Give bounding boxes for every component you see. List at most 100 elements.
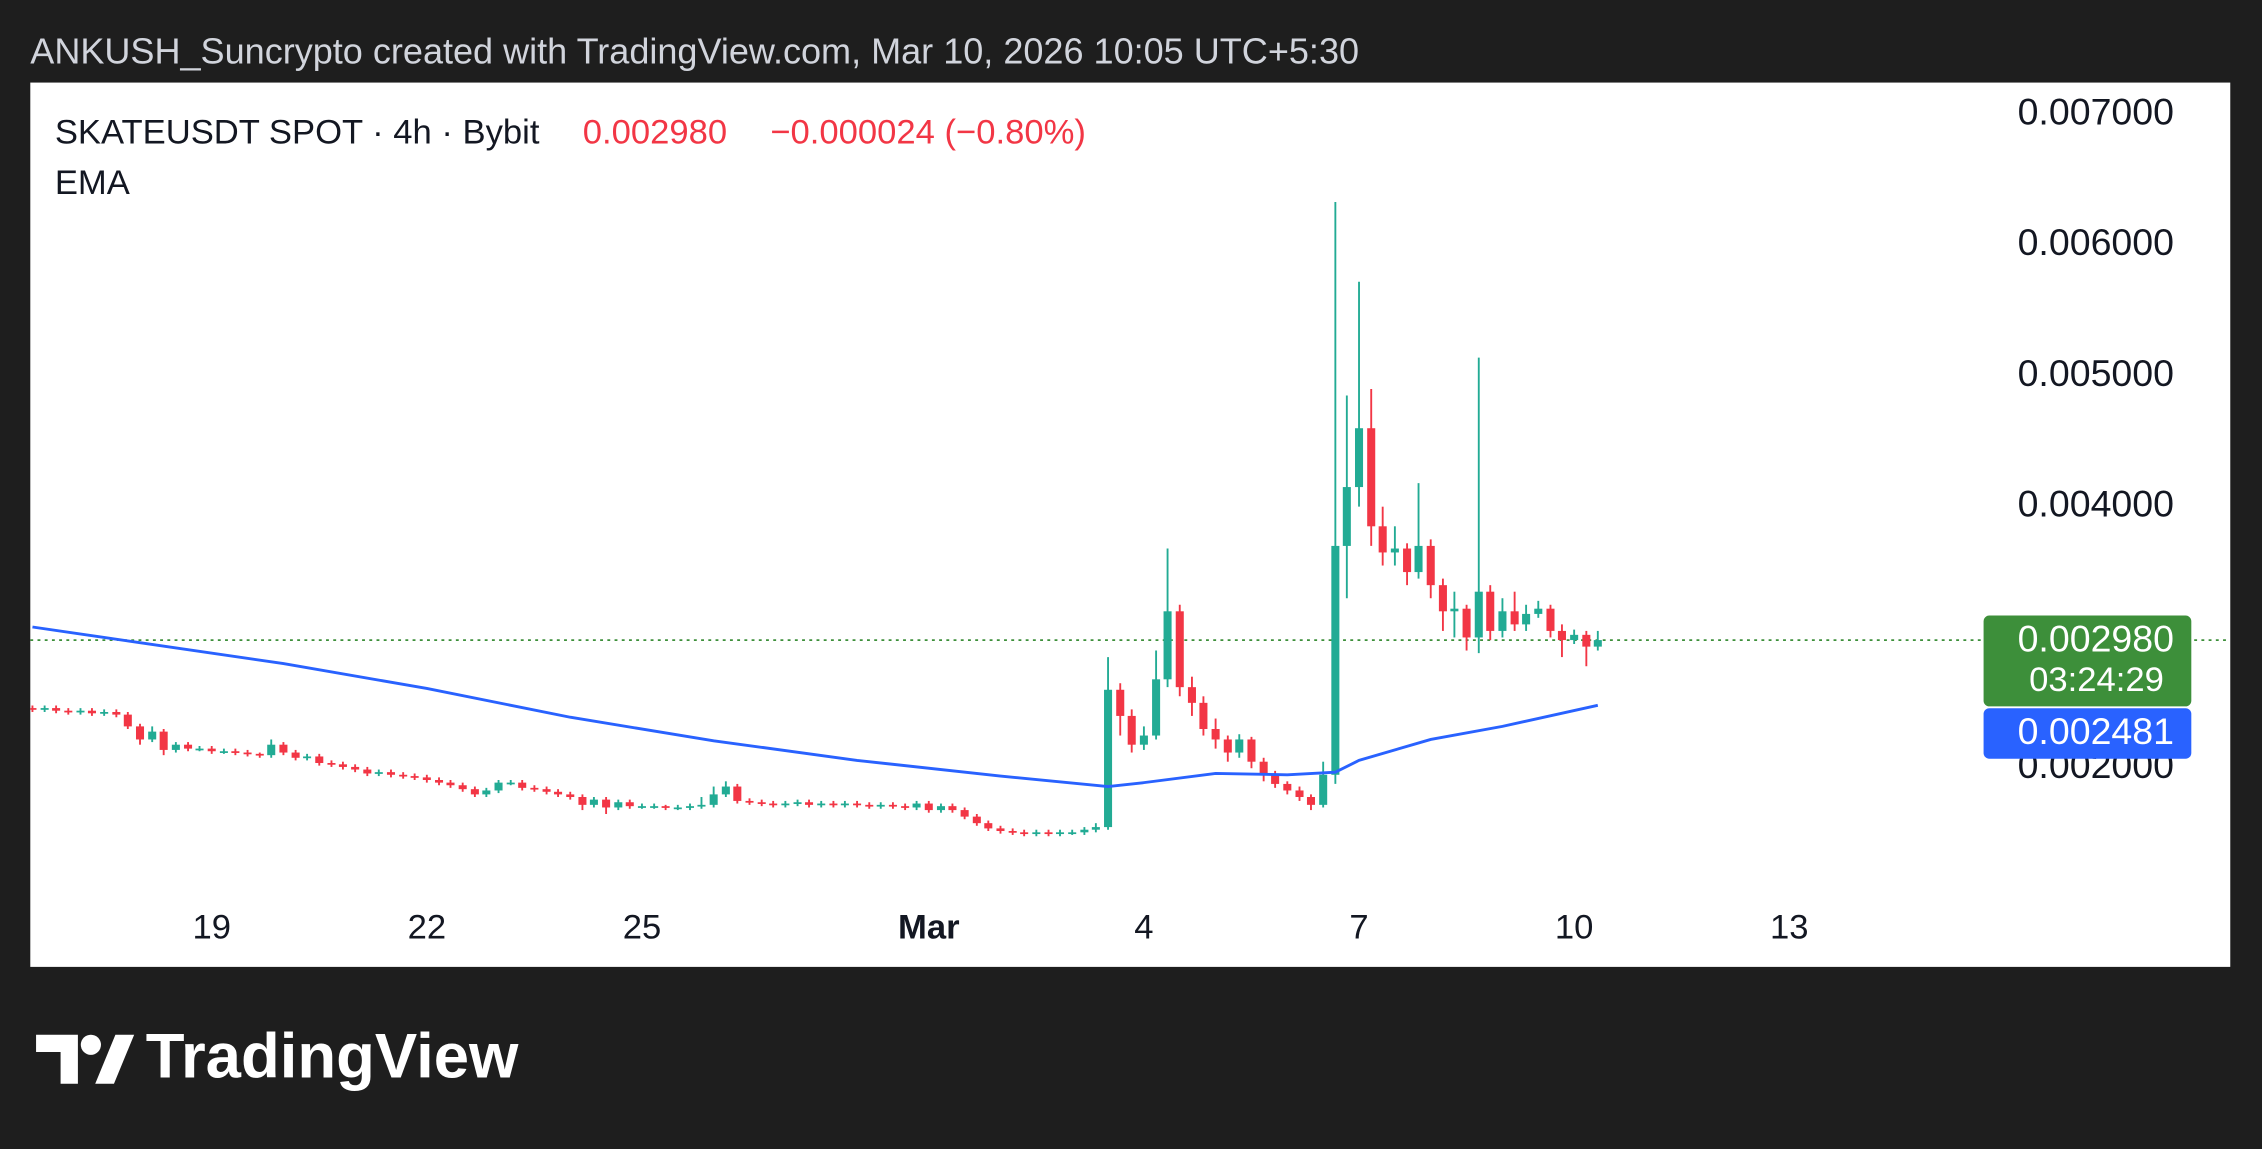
candle-body: [446, 782, 455, 786]
candle-body: [171, 744, 180, 750]
candle-body: [650, 806, 659, 808]
candle-body: [315, 756, 324, 764]
candle-body: [327, 763, 336, 765]
candle-body: [1486, 591, 1495, 631]
x-tick-label: 10: [1555, 909, 1594, 947]
ema-line: [32, 625, 1599, 788]
candle-body: [1020, 832, 1029, 835]
candle-body: [1582, 634, 1591, 647]
candle-body: [410, 776, 419, 778]
candle-body: [135, 726, 145, 740]
footer-logo: TradingView: [36, 1021, 519, 1091]
candle-body: [1534, 608, 1543, 614]
logo-icon: [36, 1034, 78, 1084]
candle-body: [255, 753, 264, 756]
candle-body: [1557, 630, 1566, 641]
legend-change: −0.000024 (−0.80%): [770, 114, 1086, 152]
candle-body: [769, 803, 778, 806]
candle-body: [1091, 827, 1100, 830]
candle-body: [829, 803, 838, 806]
x-tick-label: 19: [192, 909, 230, 947]
x-tick-label: 22: [408, 909, 447, 947]
price-label-box: [1983, 615, 2192, 707]
caption: ANKUSH_Suncrypto created with TradingVie…: [30, 30, 1359, 71]
candle-body: [1235, 739, 1244, 753]
candle-body: [1175, 611, 1184, 688]
candle-body: [518, 782, 527, 788]
candle-body: [1414, 545, 1423, 573]
candle-body: [338, 764, 347, 767]
candle-body: [1474, 591, 1483, 638]
y-tick-label: 0.004000: [2018, 483, 2174, 525]
candle-body: [637, 806, 646, 808]
countdown: 03:24:29: [2029, 661, 2164, 699]
candle-body: [374, 772, 383, 774]
candle-body: [1008, 831, 1017, 833]
candle-body: [159, 731, 168, 750]
candle-body: [1342, 487, 1351, 546]
price-label: 0.002980: [2018, 617, 2174, 659]
y-tick-label: 0.006000: [2018, 221, 2174, 263]
ema-label-box: [1983, 708, 2192, 759]
x-tick-label: 4: [1134, 909, 1153, 947]
candle-body: [184, 744, 193, 749]
y-tick-label: 0.007000: [2018, 90, 2174, 132]
candle-body: [757, 802, 766, 804]
candle-body: [673, 807, 682, 810]
candle-body: [1163, 611, 1172, 680]
candle-body: [1032, 832, 1041, 835]
logo-icon: [80, 1034, 101, 1055]
candle-body: [840, 803, 849, 806]
candle-body: [87, 710, 96, 714]
candle-body: [876, 804, 885, 807]
x-tick-label: 25: [623, 909, 662, 947]
candle-body: [506, 782, 515, 785]
candle-body: [1522, 613, 1531, 625]
candle-body: [363, 769, 372, 774]
candle-body: [40, 708, 49, 710]
candle-body: [351, 766, 360, 770]
candle-body: [303, 756, 312, 759]
candle-body: [279, 744, 288, 753]
candle-body: [494, 782, 503, 791]
candle-body: [924, 803, 933, 811]
candle-body: [589, 799, 598, 805]
candle-body: [912, 803, 921, 808]
candle-body: [578, 797, 587, 805]
candle-body: [1139, 735, 1148, 745]
candle-body: [805, 802, 814, 805]
candle-body: [1367, 428, 1376, 527]
candle-body: [1306, 797, 1316, 805]
candle-body: [1510, 611, 1519, 625]
x-tick-label: 13: [1770, 909, 1809, 947]
x-tick-label: 7: [1349, 909, 1368, 947]
plot-area: [30, 82, 2231, 967]
y-tick-label: 0.005000: [2018, 352, 2174, 394]
candle-body: [661, 806, 670, 808]
candle-body: [1355, 428, 1364, 488]
ema-label: 0.002481: [2018, 710, 2174, 752]
candle-body: [386, 772, 396, 775]
candle-body: [1199, 702, 1208, 730]
candle-body: [1259, 761, 1268, 775]
candle-body: [1211, 729, 1220, 740]
candle-body: [817, 803, 826, 806]
plot: [30, 201, 2231, 837]
candle-body: [1116, 689, 1125, 716]
candle-body: [1426, 545, 1435, 586]
candle-body: [1247, 739, 1256, 762]
legend-symbol: SKATEUSDT SPOT · 4h · Bybit: [55, 114, 540, 152]
candle-body: [1438, 585, 1447, 612]
candle-body: [602, 799, 611, 808]
logo-icon: [95, 1034, 135, 1084]
candle-body: [733, 786, 742, 801]
candle-body: [614, 802, 623, 808]
candle-body: [148, 731, 157, 740]
candle-body: [901, 806, 910, 808]
candle-body: [745, 800, 754, 803]
candle-body: [207, 748, 216, 752]
candle-body: [64, 710, 73, 713]
candle-body: [399, 774, 408, 777]
